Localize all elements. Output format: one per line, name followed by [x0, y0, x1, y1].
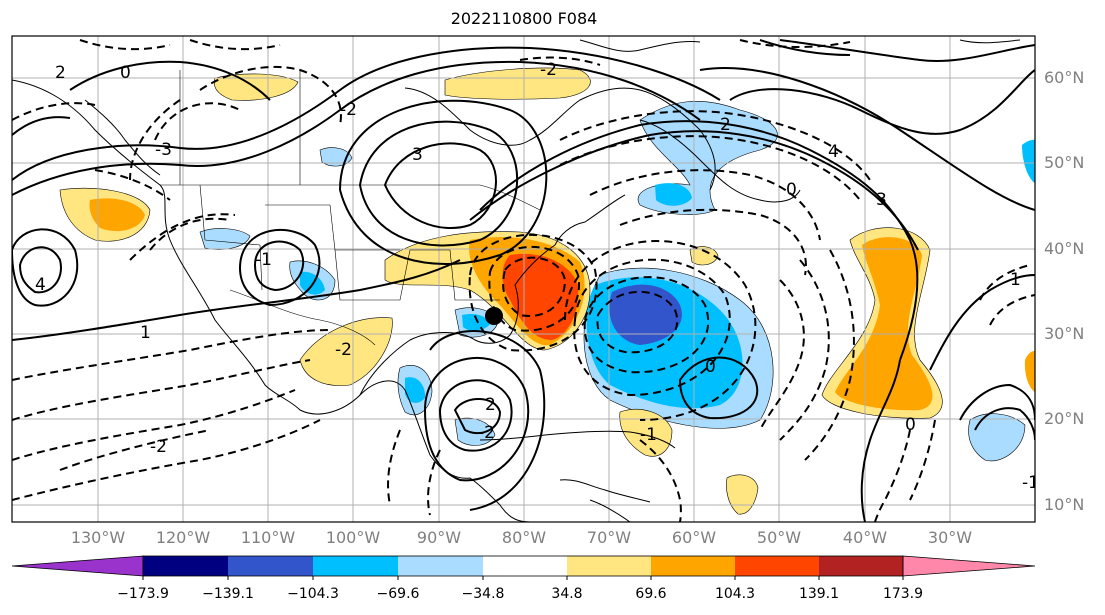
- lon-label-110w: 110°W: [240, 528, 296, 547]
- location-marker: [485, 307, 503, 325]
- contour-label: 0: [705, 357, 716, 377]
- colorbar-frame: [142, 555, 904, 577]
- shade-light-orange-mexico: [299, 317, 393, 386]
- coastlines: [12, 39, 1021, 522]
- lon-label-30w: 30°W: [927, 528, 973, 547]
- lon-label-100w: 100°W: [325, 528, 381, 547]
- contour-label: -3: [155, 140, 172, 160]
- contour-label: -2: [478, 423, 495, 443]
- shade-orange-nw: [89, 198, 145, 232]
- shade-light-orange-caribbean: [619, 409, 673, 457]
- lon-label-80w: 80°W: [501, 528, 547, 547]
- shade-light-blue-ne: [1022, 139, 1035, 184]
- contour-label: 4: [828, 142, 839, 162]
- shade-light-blue-central: [454, 417, 496, 446]
- contour-labels: 2 0 -2 3 -3 4 -1 1 -2 0 2 -2 -1 0 -1 -2 …: [35, 60, 1039, 493]
- colorbar-bin: [228, 556, 313, 576]
- colorbar-label: −34.8: [461, 586, 505, 602]
- lon-label-90w: 90°W: [416, 528, 462, 547]
- contour-label: 4: [35, 275, 46, 295]
- graticule: [12, 36, 1035, 522]
- shade-light-orange-small2: [726, 474, 759, 515]
- contour-label: -1: [255, 250, 272, 270]
- colorbar-label: −104.3: [287, 586, 339, 602]
- contour-label: 0: [120, 63, 131, 83]
- lon-label-130w: 130°W: [70, 528, 126, 547]
- shade-orange-atlantic: [835, 237, 933, 411]
- lat-label-50n: 50°N: [1044, 153, 1085, 172]
- contour-label: -2: [335, 340, 352, 360]
- lon-label-50w: 50°W: [756, 528, 802, 547]
- shade-blue-newfoundland: [655, 183, 692, 206]
- shade-blue-mexico: [405, 377, 426, 403]
- contour-label: 0: [905, 415, 916, 435]
- colorbar-label: −69.6: [376, 586, 420, 602]
- colorbar-label: 139.1: [798, 586, 840, 602]
- contour-label: 0: [786, 180, 797, 200]
- contour-label: -2: [340, 100, 357, 120]
- colorbar-bin: [143, 556, 228, 576]
- colorbar-bin: [819, 556, 903, 576]
- colorbar-label: 104.3: [714, 586, 756, 602]
- colorbar-extend-low: [11, 555, 144, 577]
- lat-label-60n: 60°N: [1044, 68, 1085, 87]
- contour-label: 2: [55, 63, 66, 83]
- contour-label: 3: [412, 145, 423, 165]
- colorbar-bin: [651, 556, 735, 576]
- lon-label-60w: 60°W: [671, 528, 717, 547]
- political-boundaries: [160, 70, 541, 346]
- lat-label-40n: 40°N: [1044, 239, 1085, 258]
- negative-contours: [12, 39, 1035, 522]
- contour-label: -2: [540, 60, 557, 80]
- lat-label-10n: 10°N: [1044, 495, 1085, 514]
- map-title: 2022110800 F084: [450, 9, 598, 28]
- lon-label-40w: 40°W: [842, 528, 888, 547]
- positive-contours: [12, 39, 1035, 522]
- colorbar-label: 173.9: [882, 586, 924, 602]
- lat-label-20n: 20°N: [1044, 409, 1085, 428]
- colorbar-label: −139.1: [202, 586, 254, 602]
- shade-light-blue-east: [968, 413, 1026, 462]
- colorbar-label: −173.9: [117, 586, 169, 602]
- contour-label: 2: [485, 395, 496, 415]
- colorbar-bin: [735, 556, 819, 576]
- lat-label-30n: 30°N: [1044, 324, 1085, 343]
- shade-dark-blue: [609, 284, 682, 345]
- shade-light-orange-east-edge: [1024, 351, 1035, 393]
- shade-light-orange-north: [444, 67, 591, 100]
- contour-label: 3: [876, 190, 887, 210]
- contour-label: 1: [140, 323, 151, 343]
- shade-blue-gulf: [462, 314, 490, 331]
- colorbar-bin: [398, 556, 483, 576]
- colorbar-label: 34.8: [551, 586, 583, 602]
- contour-label: 1: [1010, 270, 1021, 290]
- contour-label: -2: [150, 437, 167, 457]
- colorbar-bin: [483, 556, 567, 576]
- shade-light-orange-small1: [689, 246, 719, 266]
- lon-label-70w: 70°W: [586, 528, 632, 547]
- contour-label: 2: [720, 115, 731, 135]
- colorbar-extend-high: [902, 555, 1036, 577]
- colorbar-bin: [567, 556, 651, 576]
- colorbar-bin: [313, 556, 398, 576]
- contour-label: -1: [640, 425, 657, 445]
- colorbar: [11, 555, 1036, 580]
- contour-label: -1: [1022, 473, 1039, 493]
- colorbar-label: 69.6: [635, 586, 667, 602]
- lon-label-120w: 120°W: [155, 528, 211, 547]
- map-frame: [11, 35, 1036, 523]
